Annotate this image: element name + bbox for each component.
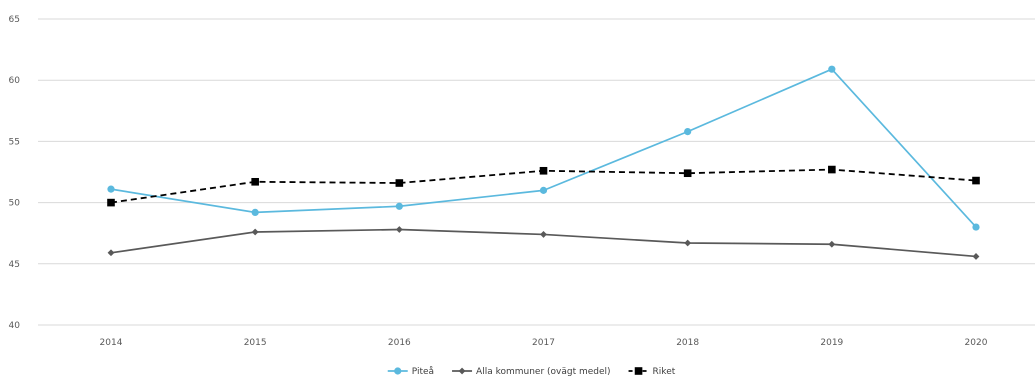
- legend-marker: [634, 367, 643, 375]
- data-point: [828, 165, 836, 174]
- data-point: [539, 186, 548, 194]
- legend-marker: [458, 367, 466, 375]
- y-tick-label: 65: [9, 15, 20, 25]
- data-point: [107, 198, 115, 207]
- y-axis-ticks: 40 45 50 55 60 65: [9, 15, 21, 331]
- x-axis-ticks: 2014 2015 2016 2017 2018 2019 2020: [100, 338, 988, 348]
- y-tick-label: 50: [9, 199, 21, 209]
- x-tick-label: 2016: [388, 338, 411, 348]
- series-2: [107, 165, 980, 207]
- y-tick-label: 60: [9, 76, 21, 86]
- legend-label: Piteå: [412, 366, 434, 377]
- data-point: [251, 208, 259, 216]
- data-point: [828, 240, 836, 248]
- x-tick-label: 2017: [532, 338, 555, 348]
- legend-label: Alla kommuner (ovägt medel): [476, 367, 611, 377]
- data-point: [251, 228, 259, 236]
- data-point: [684, 239, 692, 247]
- data-point: [683, 169, 692, 178]
- data-point: [972, 176, 980, 185]
- y-tick-label: 55: [9, 137, 20, 147]
- legend-marker: [394, 367, 402, 375]
- series-0: [107, 65, 980, 231]
- series-1: [107, 226, 980, 260]
- x-tick-label: 2020: [965, 338, 988, 348]
- data-point: [684, 128, 692, 136]
- x-tick-label: 2014: [100, 338, 123, 348]
- data-point: [972, 223, 980, 231]
- data-point: [395, 179, 404, 187]
- data-point: [107, 249, 115, 257]
- y-tick-label: 45: [9, 260, 20, 270]
- data-point: [107, 185, 115, 193]
- data-point: [540, 231, 547, 238]
- data-point: [828, 65, 836, 73]
- data-point: [395, 226, 403, 233]
- x-tick-label: 2015: [244, 338, 267, 348]
- x-tick-label: 2019: [820, 338, 843, 348]
- series-line: [110, 68, 977, 228]
- data-point: [539, 166, 548, 175]
- series-group: [107, 65, 980, 260]
- x-tick-label: 2018: [676, 338, 699, 348]
- legend: Piteå Alla kommuner (ovägt medel) Riket: [387, 366, 676, 377]
- data-point: [251, 177, 259, 186]
- y-tick-label: 40: [9, 321, 21, 331]
- gridlines: [38, 18, 1035, 326]
- data-point: [972, 253, 980, 260]
- legend-label: Riket: [653, 367, 676, 377]
- data-point: [395, 202, 403, 210]
